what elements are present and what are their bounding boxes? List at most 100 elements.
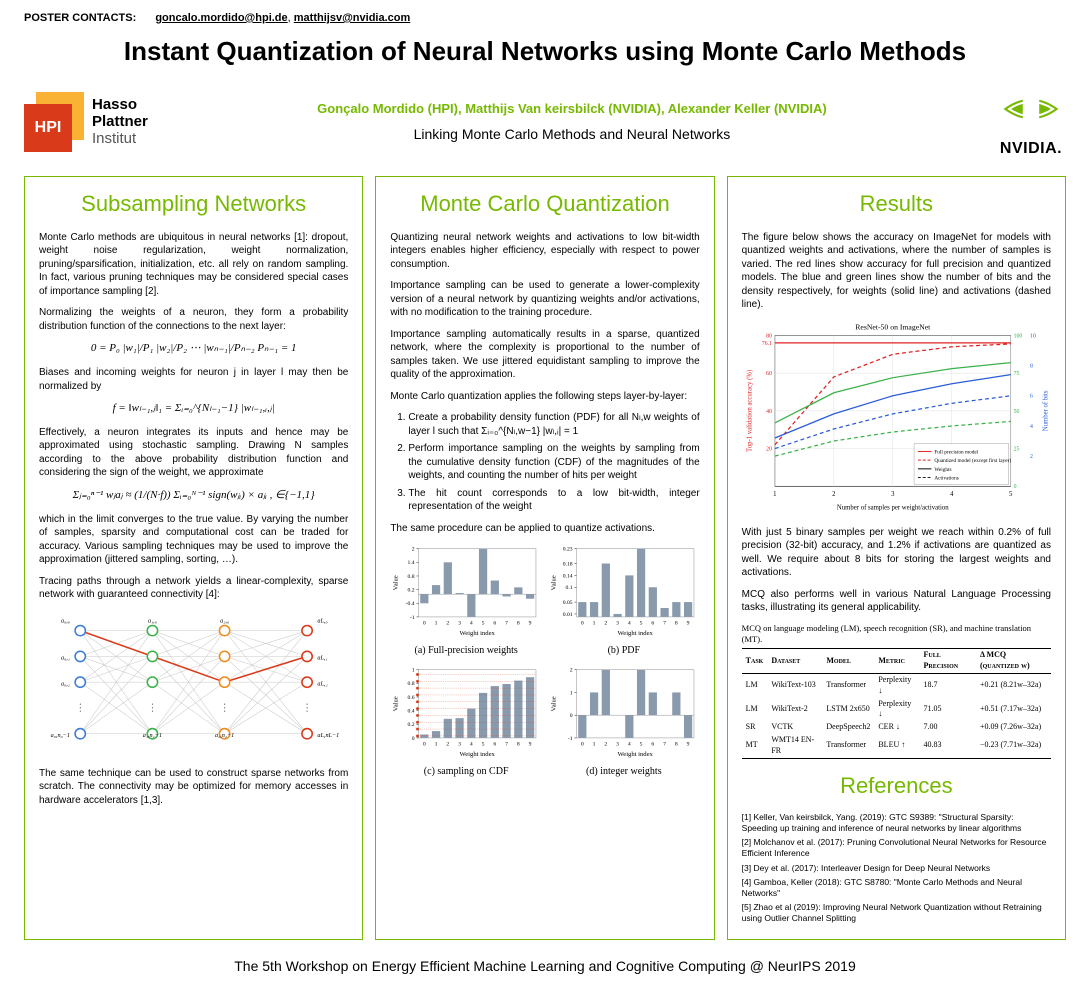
subtitle: Linking Monte Carlo Methods and Neural N… [148,126,996,142]
svg-text:aL,₂: aL,₂ [317,680,327,687]
header-center: Gonçalo Mordido (HPI), Matthijs Van keir… [148,101,996,142]
svg-text:7: 7 [505,741,508,747]
svg-text:0.18: 0.18 [563,562,573,568]
svg-text:4: 4 [950,491,954,498]
panel3-resnet-figure: ResNet-50 on ImageNet20406076.1800255075… [742,320,1051,518]
svg-text:9: 9 [529,741,532,747]
svg-text:Value: Value [551,575,558,590]
svg-text:3: 3 [458,621,461,627]
svg-text:1: 1 [593,741,596,747]
panel2-p3: Importance sampling automatically result… [390,328,699,382]
svg-text:Value: Value [393,696,400,711]
contact-email-2[interactable]: matthijsv@nvidia.com [294,12,410,24]
svg-text:0: 0 [581,621,584,627]
svg-text:1: 1 [773,491,776,498]
svg-text:1.4: 1.4 [408,560,415,566]
panel1-heading: Subsampling Networks [39,189,348,219]
svg-text:9: 9 [687,621,690,627]
svg-text:0.01: 0.01 [563,612,573,618]
svg-text:2: 2 [832,491,835,498]
svg-text:4: 4 [628,741,631,747]
svg-text:0.2: 0.2 [408,588,415,594]
svg-text:0: 0 [423,741,426,747]
panel2-p5: The same procedure can be applied to qua… [390,522,699,536]
panel2-heading: Monte Carlo Quantization [390,189,699,219]
svg-text:10: 10 [1030,333,1036,339]
poster-contacts: POSTER CONTACTS: goncalo.mordido@hpi.de,… [24,12,1066,24]
nvidia-name: NVIDIA. [996,140,1066,158]
svg-text:3: 3 [458,741,461,747]
reference-item: [2] Molchanov et al. (2017): Pruning Con… [742,837,1051,859]
panel1-p5: which in the limit converges to the true… [39,513,348,567]
svg-text:7: 7 [663,741,666,747]
svg-text:8: 8 [517,741,520,747]
svg-text:80: 80 [766,333,772,339]
hpi-logo: HPI Hasso Plattner Institut [24,92,148,152]
svg-text:1: 1 [593,621,596,627]
svg-text:2: 2 [447,621,450,627]
svg-text:5: 5 [640,621,643,627]
svg-text:100: 100 [1013,333,1022,339]
svg-text:9: 9 [529,621,532,627]
panel2-step-3: The hit count corresponds to a low bit-w… [408,487,699,514]
svg-text:0.23: 0.23 [563,547,573,553]
svg-text:3: 3 [616,621,619,627]
svg-text:Quantized model (except first: Quantized model (except first layer) [934,457,1011,464]
svg-text:-1: -1 [410,615,415,621]
nlp-caption: MCQ on language modeling (LM), speech re… [742,623,1051,649]
panel2-p1: Quantizing neural network weights and ac… [390,231,699,272]
svg-text:5: 5 [1009,491,1013,498]
panel2-subcharts: -1-0.40.20.81.420123456789Weight indexVa… [390,543,699,779]
svg-text:0.1: 0.1 [566,585,573,591]
svg-text:1: 1 [412,668,415,674]
authors: Gonçalo Mordido (HPI), Matthijs Van keir… [148,101,996,116]
svg-text:aL,₀: aL,₀ [317,617,327,624]
panel1-p6: Tracing paths through a network yields a… [39,575,348,602]
svg-text:75: 75 [1013,371,1019,377]
panel1-eq3: Σⱼ₌₀ⁿ⁻¹ wⱼaⱼ ≈ (1/(N·f)) Σᵢ₌₀ᴺ⁻¹ sign(wⱼ… [39,488,348,503]
svg-text:Weight index: Weight index [618,751,654,758]
svg-text:5: 5 [482,741,485,747]
svg-text:76.1: 76.1 [761,340,771,346]
panel-mcq: Monte Carlo Quantization Quantizing neur… [375,176,714,940]
svg-text:a₁,₀: a₁,₀ [148,617,157,624]
contact-email-1[interactable]: goncalo.mordido@hpi.de [155,12,287,24]
svg-text:Number of samples per weight/a: Number of samples per weight/activation [837,504,949,511]
svg-text:Weight index: Weight index [618,630,654,637]
svg-text:1: 1 [570,690,573,696]
panel3-p1: The figure below shows the accuracy on I… [742,231,1051,312]
svg-text:3: 3 [891,491,895,498]
panel3-p3: MCQ also performs well in various Natura… [742,588,1051,615]
svg-text:5: 5 [482,621,485,627]
svg-text:⋮: ⋮ [147,703,157,714]
svg-text:4: 4 [470,741,473,747]
chart-a: -1-0.40.20.81.420123456789Weight indexVa… [390,543,542,658]
panel2-step-1: Create a probability density function (P… [408,411,699,438]
svg-text:Top-1 validation accuracy (%): Top-1 validation accuracy (%) [746,369,753,451]
svg-text:2: 2 [604,621,607,627]
reference-item: [1] Keller, Van keirsbilck, Yang. (2019)… [742,812,1051,834]
svg-text:8: 8 [675,621,678,627]
svg-text:⋮: ⋮ [302,703,312,714]
svg-text:4: 4 [628,621,631,627]
panel1-network-figure: ⋮⋮⋮⋮a₀,₀a₀,₁a₀,₂a₀,n₀−1a₁,₀a₁,n₁−1a₂,₀a₂… [39,610,348,759]
svg-text:a₀,₁: a₀,₁ [61,654,70,661]
hpi-badge: HPI [24,104,72,152]
svg-text:25: 25 [1013,446,1019,452]
svg-text:2: 2 [604,741,607,747]
svg-text:ResNet-50 on ImageNet: ResNet-50 on ImageNet [855,322,931,331]
svg-text:6: 6 [1030,393,1033,399]
svg-text:a₀,n₀−1: a₀,n₀−1 [51,732,70,739]
svg-text:7: 7 [505,621,508,627]
panel-subsampling: Subsampling Networks Monte Carlo methods… [24,176,363,940]
svg-text:Number of bits: Number of bits [1042,390,1049,431]
svg-text:0: 0 [1013,484,1016,490]
svg-text:2: 2 [1030,454,1033,460]
references-heading: References [742,771,1051,801]
nvidia-eye-icon [996,85,1066,133]
svg-text:6: 6 [494,621,497,627]
svg-text:9: 9 [687,741,690,747]
svg-text:8: 8 [1030,363,1033,369]
svg-text:Full precision model: Full precision model [934,449,978,455]
references-section: References [1] Keller, Van keirsbilck, Y… [742,771,1051,924]
